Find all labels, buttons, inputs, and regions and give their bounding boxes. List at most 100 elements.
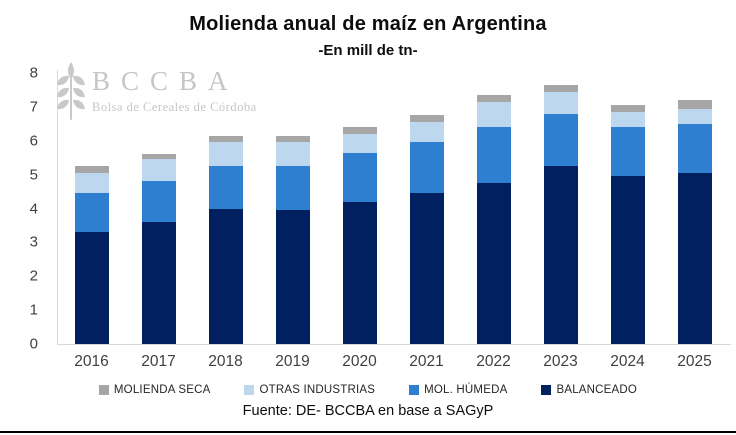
legend-item-balanceado: BALANCEADO xyxy=(541,384,637,396)
x-axis-tick-label-2023: 2023 xyxy=(543,353,578,370)
bar-column-2016: 2016 xyxy=(58,73,125,370)
bar-column-2018: 2018 xyxy=(192,73,259,370)
bottom-border-line xyxy=(0,431,736,433)
plot-area: 2016 2017 2018 2019 2020 2021 2022 2023 2024 2025 xyxy=(58,73,728,370)
legend-label-molienda-seca: MOLIENDA SECA xyxy=(113,384,211,396)
stacked-bar-2022 xyxy=(476,73,511,344)
y-axis-tick-label-4: 4 xyxy=(29,200,38,217)
bar-segment-mol-h-meda-2025 xyxy=(677,123,712,173)
stacked-bar-2020 xyxy=(342,73,377,344)
bar-segment-mol-h-meda-2019 xyxy=(275,166,310,211)
legend-swatch-icon-otras-industrias xyxy=(244,385,255,395)
bar-segment-molienda-seca-2018 xyxy=(208,135,243,143)
y-axis-tick-label-5: 5 xyxy=(29,166,38,184)
bar-segment-mol-h-meda-2020 xyxy=(342,152,377,202)
bar-column-2024: 2024 xyxy=(594,73,661,370)
y-axis-tick-label-3: 3 xyxy=(29,233,38,251)
stacked-bar-2017 xyxy=(141,73,176,344)
legend: MOLIENDA SECA OTRAS INDUSTRIAS MOL. HÚMEDA… xyxy=(0,384,736,396)
bar-column-2021: 2021 xyxy=(393,73,460,370)
bar-segment-molienda-seca-2022 xyxy=(476,95,511,102)
legend-item-mol-h-meda: MOL. HÚMEDA xyxy=(409,384,507,396)
stacked-bar-2025 xyxy=(677,73,712,344)
x-axis-tick-label-2022: 2022 xyxy=(476,353,511,370)
legend-label-otras-industrias: OTRAS INDUSTRIAS xyxy=(259,384,376,396)
x-axis-tick-label-2018: 2018 xyxy=(208,353,243,370)
bar-segment-mol-h-meda-2021 xyxy=(409,142,444,194)
chart-title: Molienda anual de maíz en Argentina xyxy=(189,13,547,35)
legend-item-molienda-seca: MOLIENDA SECA xyxy=(98,384,211,396)
y-axis-tick-label-6: 6 xyxy=(29,132,38,150)
x-axis-tick-label-2021: 2021 xyxy=(409,353,444,370)
y-axis-tick-label-0: 0 xyxy=(29,335,38,353)
y-axis-tick-label-8: 8 xyxy=(29,64,38,82)
bar-segment-mol-h-meda-2023 xyxy=(543,113,578,167)
bar-segment-mol-h-meda-2016 xyxy=(74,193,109,233)
source-footer: Fuente: DE- BCCBA en base a SAGyP xyxy=(242,403,494,419)
bar-segment-balanceado-2019 xyxy=(275,210,310,344)
stacked-bar-2024 xyxy=(610,73,645,344)
bar-column-2020: 2020 xyxy=(326,73,393,370)
bar-segment-molienda-seca-2025 xyxy=(677,100,712,109)
bar-segment-balanceado-2020 xyxy=(342,201,377,344)
bar-column-2019: 2019 xyxy=(259,73,326,370)
x-axis-line xyxy=(57,344,731,345)
bar-segment-otras-industrias-2019 xyxy=(275,142,310,167)
bar-segment-molienda-seca-2024 xyxy=(610,105,645,112)
x-axis-tick-label-2017: 2017 xyxy=(141,353,176,370)
bar-segment-molienda-seca-2017 xyxy=(141,154,176,160)
bar-segment-otras-industrias-2016 xyxy=(74,172,109,194)
bar-segment-otras-industrias-2024 xyxy=(610,111,645,128)
bar-segment-mol-h-meda-2022 xyxy=(476,127,511,184)
legend-swatch-icon-molienda-seca xyxy=(98,385,109,395)
bar-segment-molienda-seca-2016 xyxy=(74,166,109,173)
x-axis-tick-label-2016: 2016 xyxy=(74,353,109,370)
y-axis-labels: 0 1 2 3 4 5 6 7 8 xyxy=(0,66,48,352)
bar-segment-balanceado-2021 xyxy=(409,193,444,344)
bar-segment-molienda-seca-2023 xyxy=(543,84,578,92)
bar-segment-otras-industrias-2017 xyxy=(141,159,176,182)
stacked-bar-2019 xyxy=(275,73,310,344)
bar-segment-balanceado-2022 xyxy=(476,183,511,344)
legend-label-balanceado: BALANCEADO xyxy=(556,384,638,396)
bar-segment-balanceado-2023 xyxy=(543,166,578,344)
bars-row: 2016 2017 2018 2019 2020 2021 2022 2023 2024 2025 xyxy=(58,73,728,370)
y-axis-tick-label-2: 2 xyxy=(29,267,38,285)
stacked-bar-2018 xyxy=(208,73,243,344)
legend-item-otras-industrias: OTRAS INDUSTRIAS xyxy=(244,384,375,396)
y-axis-tick-label-1: 1 xyxy=(29,301,38,319)
y-axis-line xyxy=(57,70,58,345)
bar-column-2025: 2025 xyxy=(661,73,728,370)
bar-column-2017: 2017 xyxy=(125,73,192,370)
bar-segment-mol-h-meda-2018 xyxy=(208,166,243,209)
bar-segment-balanceado-2016 xyxy=(74,232,109,344)
x-axis-tick-label-2024: 2024 xyxy=(610,353,645,370)
stacked-bar-2023 xyxy=(543,73,578,344)
chart-subtitle: -En mill de tn- xyxy=(318,42,418,59)
stacked-bar-2016 xyxy=(74,73,109,344)
bar-segment-otras-industrias-2020 xyxy=(342,134,377,153)
bar-segment-molienda-seca-2019 xyxy=(275,135,310,143)
bar-segment-molienda-seca-2021 xyxy=(409,115,444,123)
bar-segment-balanceado-2017 xyxy=(141,222,176,344)
bar-segment-otras-industrias-2021 xyxy=(409,122,444,143)
legend-label-mol-h-meda: MOL. HÚMEDA xyxy=(424,384,508,396)
x-axis-tick-label-2025: 2025 xyxy=(677,353,712,370)
bar-segment-otras-industrias-2023 xyxy=(543,91,578,114)
legend-swatch-icon-mol-h-meda xyxy=(409,385,420,395)
bar-segment-otras-industrias-2025 xyxy=(677,108,712,124)
bar-segment-balanceado-2025 xyxy=(677,172,712,344)
x-axis-tick-label-2019: 2019 xyxy=(275,353,310,370)
bar-segment-otras-industrias-2018 xyxy=(208,142,243,167)
bar-column-2022: 2022 xyxy=(460,73,527,370)
bar-segment-molienda-seca-2020 xyxy=(342,127,377,134)
stacked-bar-2021 xyxy=(409,73,444,344)
bar-segment-balanceado-2024 xyxy=(610,176,645,344)
y-axis-tick-label-7: 7 xyxy=(29,98,38,116)
bar-column-2023: 2023 xyxy=(527,73,594,370)
bar-segment-mol-h-meda-2017 xyxy=(141,181,176,223)
bar-segment-mol-h-meda-2024 xyxy=(610,127,645,177)
bar-segment-balanceado-2018 xyxy=(208,208,243,344)
legend-swatch-icon-balanceado xyxy=(541,385,552,395)
